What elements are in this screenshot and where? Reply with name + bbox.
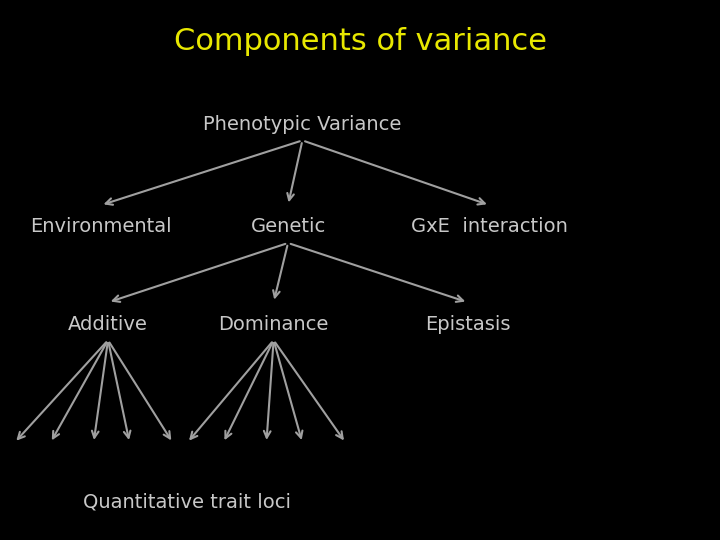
Text: GxE  interaction: GxE interaction — [411, 217, 568, 237]
Text: Additive: Additive — [68, 314, 148, 334]
Text: Phenotypic Variance: Phenotypic Variance — [203, 114, 402, 134]
Text: Genetic: Genetic — [251, 217, 325, 237]
Text: Components of variance: Components of variance — [174, 27, 546, 56]
Text: Quantitative trait loci: Quantitative trait loci — [84, 492, 291, 512]
Text: Epistasis: Epistasis — [426, 314, 510, 334]
Text: Environmental: Environmental — [30, 217, 171, 237]
Text: Dominance: Dominance — [218, 314, 329, 334]
